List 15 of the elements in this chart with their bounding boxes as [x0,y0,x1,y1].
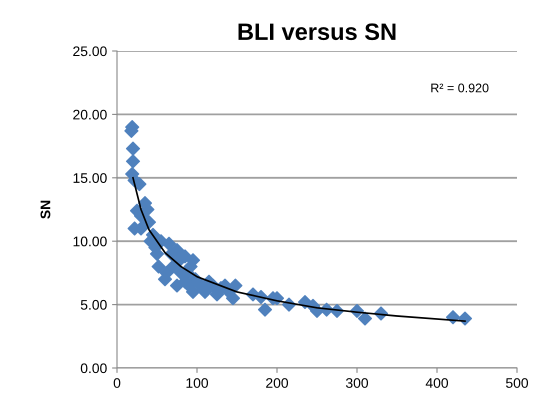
x-tick-label: 200 [266,378,288,388]
x-tick-label: 100 [186,378,208,388]
y-tick-label: 5.00 [80,300,107,310]
y-tick-label: 20.00 [73,110,107,120]
chart-title: BLI versus SN [238,23,396,40]
x-tick-label: 0 [114,378,120,388]
x-tick-label: 400 [426,378,448,388]
y-tick-label: 10.00 [74,236,107,246]
y-tick-label: 0.00 [80,363,107,374]
annotation: R² = 0.920 [431,84,489,92]
x-tick-label: 300 [346,378,368,388]
x-tick-label: 500 [506,378,528,388]
y-tick-label: 25.00 [73,46,107,56]
y-axis-title: SN [40,200,50,219]
y-tick-label: 15.00 [74,173,107,183]
